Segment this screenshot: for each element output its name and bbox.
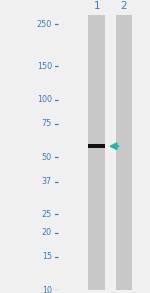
Text: 20: 20 [42, 228, 52, 237]
Bar [116, 15, 132, 290]
Text: 150: 150 [37, 62, 52, 71]
Text: 100: 100 [37, 95, 52, 104]
Text: 2: 2 [121, 1, 127, 11]
Bar [88, 144, 105, 148]
Text: 37: 37 [42, 178, 52, 186]
Text: 250: 250 [37, 20, 52, 28]
Text: 1: 1 [93, 1, 100, 11]
Text: 50: 50 [42, 153, 52, 161]
Text: 75: 75 [42, 119, 52, 128]
Bar [88, 15, 105, 290]
Text: 25: 25 [42, 210, 52, 219]
Text: 15: 15 [42, 252, 52, 261]
Text: 10: 10 [42, 286, 52, 293]
